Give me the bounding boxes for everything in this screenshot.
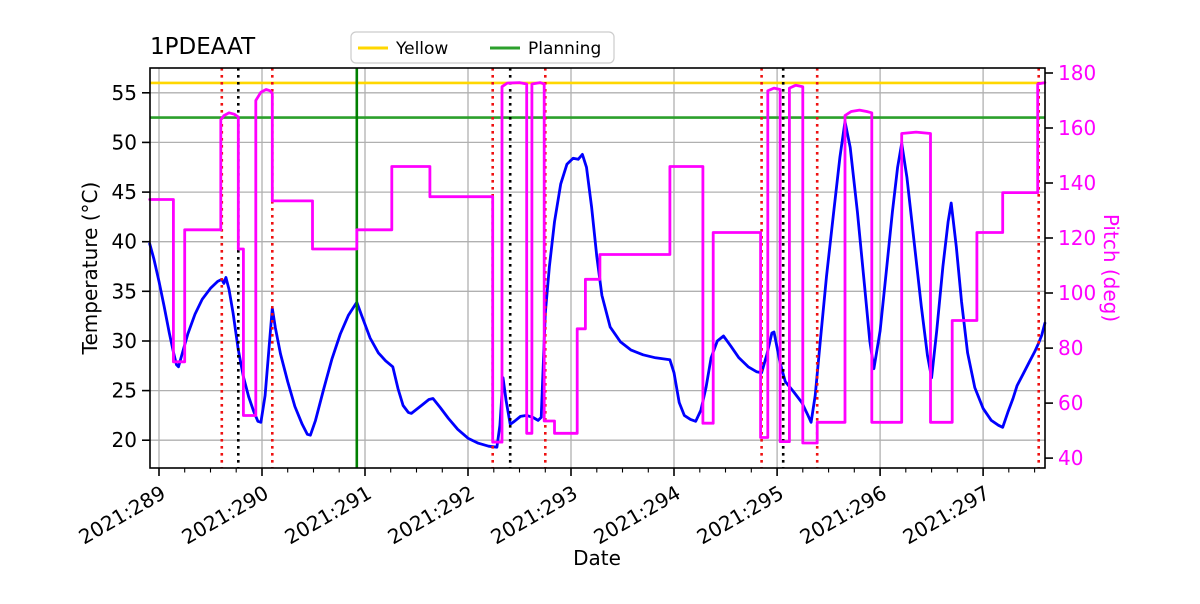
legend-label-planning: Planning bbox=[528, 39, 601, 59]
y-left-tick-label: 35 bbox=[112, 279, 137, 303]
y-right-tick-label: 120 bbox=[1058, 226, 1096, 250]
y-right-tick-label: 40 bbox=[1058, 446, 1083, 470]
y-left-tick-label: 20 bbox=[112, 428, 137, 452]
y-left-tick-label: 40 bbox=[112, 230, 137, 254]
y-right-tick-label: 80 bbox=[1058, 336, 1083, 360]
y-left-tick-label: 55 bbox=[112, 81, 137, 105]
pitch-line bbox=[148, 81, 1047, 445]
x-tick-label: 2021:293 bbox=[487, 481, 582, 550]
x-tick-label: 2021:297 bbox=[899, 481, 994, 550]
legend-label-yellow: Yellow bbox=[395, 39, 448, 59]
legend: Yellow Planning bbox=[350, 31, 615, 64]
axes-spines bbox=[149, 67, 1046, 469]
y-left-tick-label: 30 bbox=[112, 329, 137, 353]
x-tick-label: 2021:290 bbox=[178, 481, 273, 550]
chart-title: 1PDEAAT bbox=[150, 34, 256, 60]
y-axis-label-left: Temperature (°C) bbox=[78, 182, 102, 356]
y-left-tick-label: 45 bbox=[112, 180, 137, 204]
x-tick-label: 2021:292 bbox=[384, 481, 479, 550]
legend-box bbox=[350, 31, 615, 64]
y-right-tick-label: 100 bbox=[1058, 281, 1096, 305]
plot-area: 2021:289 2021:290 2021:291 2021:292 2021:293… bbox=[75, 61, 1097, 549]
x-tick-label: 2021:294 bbox=[590, 481, 685, 550]
x-tick-label: 2021:291 bbox=[281, 481, 376, 550]
x-tick-label: 2021:296 bbox=[796, 481, 891, 550]
x-axis-label: Date bbox=[573, 546, 621, 570]
y-right-tick-label: 160 bbox=[1058, 116, 1096, 140]
y-left-tick-label: 25 bbox=[112, 379, 137, 403]
x-tick-label: 2021:295 bbox=[693, 481, 788, 550]
temperature-line bbox=[148, 120, 1047, 449]
x-tick-label: 2021:289 bbox=[75, 481, 170, 550]
y-right-tick-label: 140 bbox=[1058, 171, 1096, 195]
y-axis-label-right: Pitch (deg) bbox=[1099, 214, 1123, 322]
y-right-tick-label: 180 bbox=[1058, 61, 1096, 85]
y-right-tick-label: 60 bbox=[1058, 391, 1083, 415]
y-left-tick-label: 50 bbox=[112, 130, 137, 154]
